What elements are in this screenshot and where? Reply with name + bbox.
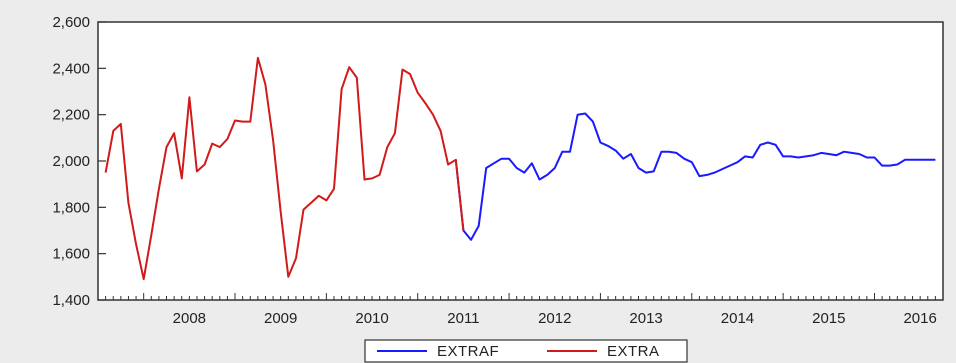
legend-label-extra: EXTRA: [607, 343, 660, 360]
y-axis: 1,400 1,600 1,800 2,000 2,200 2,400 2,600: [52, 14, 106, 309]
x-tick-label: 2012: [538, 310, 571, 327]
legend: EXTRAF EXTRA: [364, 339, 688, 363]
series-line-extra: [104, 56, 465, 281]
series-layer: [104, 56, 936, 281]
y-tick-label: 1,800: [52, 199, 90, 216]
y-tick-label: 1,600: [52, 246, 90, 263]
x-tick-label: 2010: [355, 310, 388, 327]
x-axis: 2008 2009 2010 2011 2012 2013 2014 2015 2016: [97, 293, 944, 327]
x-tick-label: 2014: [721, 310, 754, 327]
y-tick-label: 2,600: [52, 14, 90, 31]
y-tick-label: 2,400: [52, 60, 90, 77]
y-tick-label: 1,400: [52, 292, 90, 309]
legend-label-extraf: EXTRAF: [437, 343, 499, 360]
plot-area: [97, 21, 944, 301]
series-line-extraf: [454, 112, 936, 241]
legend-box: [364, 339, 688, 363]
x-tick-label: 2011: [447, 310, 479, 327]
x-tick-label: 2013: [629, 310, 662, 327]
y-tick-label: 2,200: [52, 107, 90, 124]
x-tick-label: 2016: [903, 310, 936, 327]
y-tick-label: 2,000: [52, 153, 90, 170]
x-tick-label: 2009: [264, 310, 297, 327]
x-tick-label: 2015: [812, 310, 845, 327]
x-tick-label: 2008: [173, 310, 206, 327]
